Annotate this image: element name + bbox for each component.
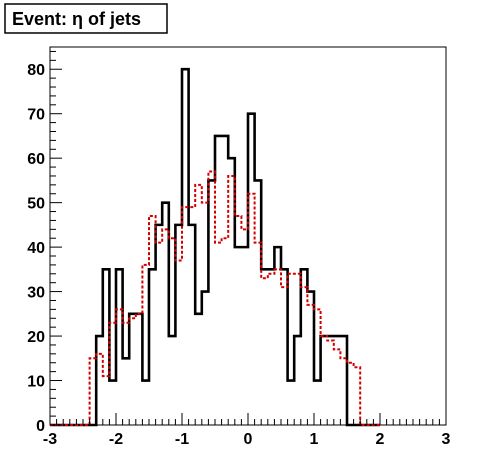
- x-tick-label: 1: [310, 431, 319, 448]
- x-tick-label: -1: [175, 431, 189, 448]
- y-tick-label: 30: [27, 285, 45, 302]
- y-tick-label: 40: [27, 240, 45, 257]
- y-tick-label: 10: [27, 374, 45, 391]
- y-tick-label: 60: [27, 151, 45, 168]
- y-tick-label: 70: [27, 107, 45, 124]
- y-axis: 0 10 20 30 40 50 60 70 80: [27, 50, 62, 435]
- x-tick-label: 3: [442, 431, 451, 448]
- x-tick-label: -3: [43, 431, 57, 448]
- chart-title: Event: η of jets: [12, 9, 141, 29]
- y-tick-label: 80: [27, 62, 45, 79]
- x-axis: -3 -2 -1 0 1 2 3: [43, 413, 451, 448]
- x-tick-label: 0: [244, 431, 253, 448]
- title-box: [4, 3, 168, 34]
- y-tick-label: 20: [27, 329, 45, 346]
- histogram-solid-black: [50, 67, 380, 427]
- y-tick-label: 0: [36, 418, 45, 435]
- x-tick-label: -2: [109, 431, 123, 448]
- histogram-series: [50, 67, 380, 427]
- y-tick-label: 50: [27, 196, 45, 213]
- histogram-dashed-red: [50, 170, 380, 426]
- x-tick-label: 2: [376, 431, 385, 448]
